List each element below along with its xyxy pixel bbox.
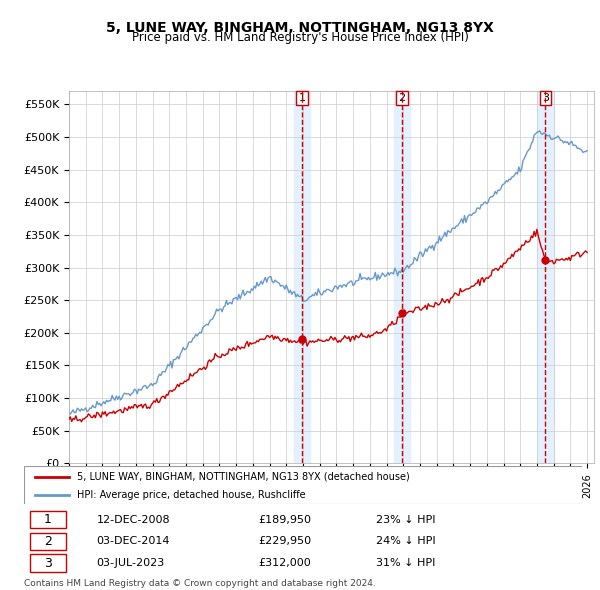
FancyBboxPatch shape	[29, 533, 66, 550]
FancyBboxPatch shape	[29, 511, 66, 529]
Bar	[294, 91, 310, 463]
Text: £229,950: £229,950	[259, 536, 311, 546]
Text: 24% ↓ HPI: 24% ↓ HPI	[376, 536, 435, 546]
Text: 2: 2	[44, 535, 52, 548]
Text: 31% ↓ HPI: 31% ↓ HPI	[376, 558, 435, 568]
Text: 5, LUNE WAY, BINGHAM, NOTTINGHAM, NG13 8YX (detached house): 5, LUNE WAY, BINGHAM, NOTTINGHAM, NG13 8…	[77, 472, 410, 482]
Text: 3: 3	[44, 556, 52, 569]
Text: 03-JUL-2023: 03-JUL-2023	[97, 558, 165, 568]
FancyBboxPatch shape	[24, 466, 582, 504]
Text: 23% ↓ HPI: 23% ↓ HPI	[376, 514, 435, 525]
Text: 12-DEC-2008: 12-DEC-2008	[97, 514, 170, 525]
Text: Price paid vs. HM Land Registry's House Price Index (HPI): Price paid vs. HM Land Registry's House …	[131, 31, 469, 44]
Text: 2: 2	[398, 93, 406, 103]
Text: £312,000: £312,000	[259, 558, 311, 568]
Text: Contains HM Land Registry data © Crown copyright and database right 2024.
This d: Contains HM Land Registry data © Crown c…	[24, 579, 376, 590]
Text: 3: 3	[542, 93, 549, 103]
Bar	[394, 91, 410, 463]
Text: 1: 1	[44, 513, 52, 526]
FancyBboxPatch shape	[29, 554, 66, 572]
Text: £189,950: £189,950	[259, 514, 311, 525]
Text: 03-DEC-2014: 03-DEC-2014	[97, 536, 170, 546]
Text: HPI: Average price, detached house, Rushcliffe: HPI: Average price, detached house, Rush…	[77, 490, 305, 500]
Text: 5, LUNE WAY, BINGHAM, NOTTINGHAM, NG13 8YX: 5, LUNE WAY, BINGHAM, NOTTINGHAM, NG13 8…	[106, 21, 494, 35]
Text: 1: 1	[299, 93, 305, 103]
Bar	[537, 91, 554, 463]
